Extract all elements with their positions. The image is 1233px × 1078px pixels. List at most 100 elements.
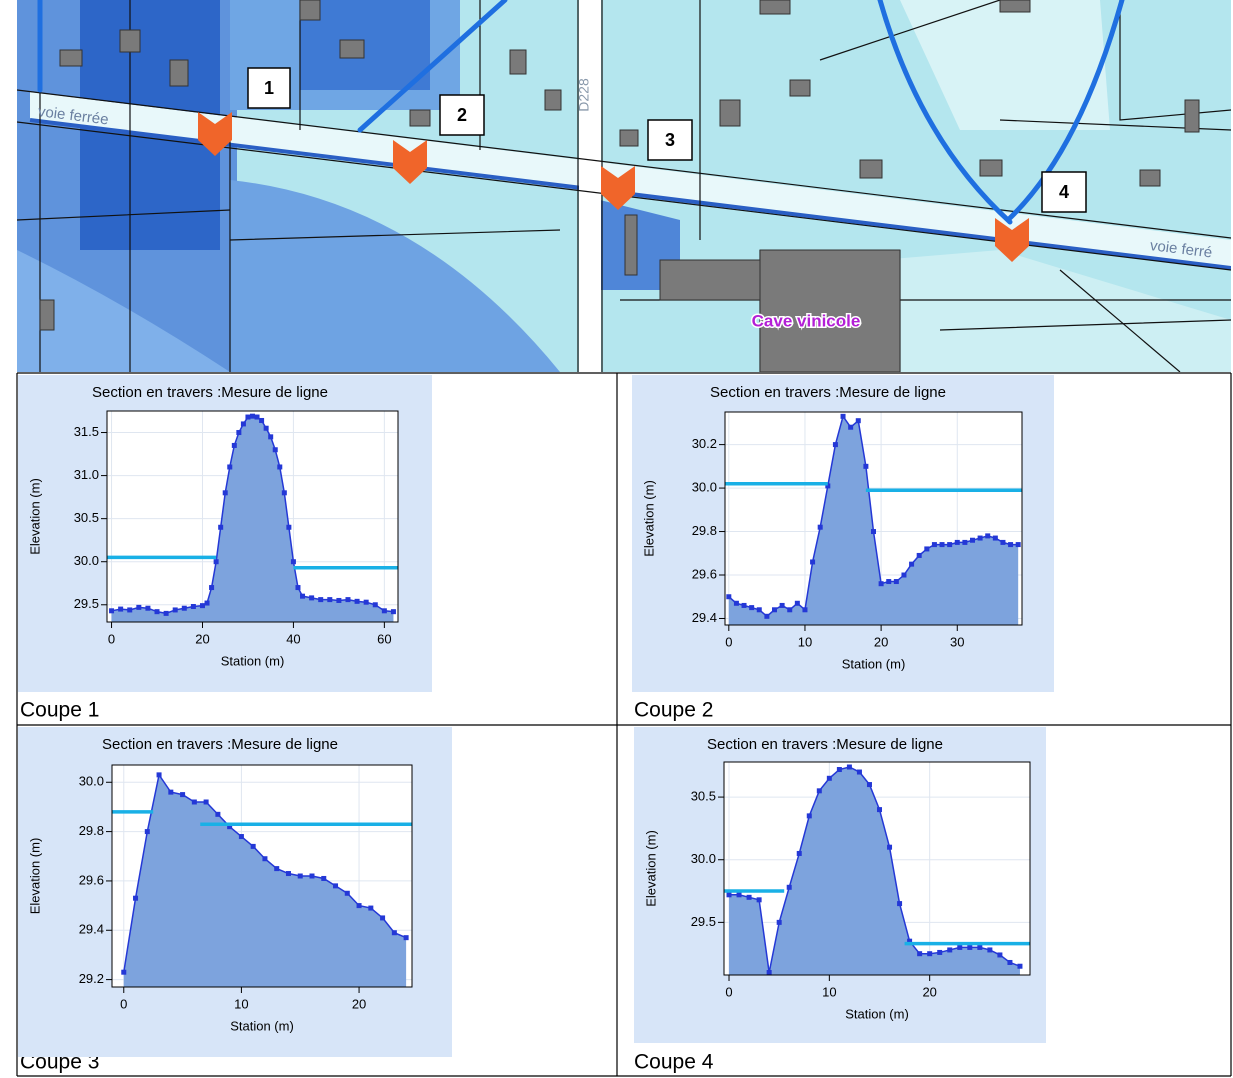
x-tick-label: 10 (822, 984, 836, 999)
point (227, 464, 232, 469)
point (970, 538, 975, 543)
y-tick-label: 29.6 (79, 872, 104, 887)
point (909, 562, 914, 567)
y-tick-label: 29.5 (74, 596, 99, 611)
point (355, 599, 360, 604)
point (924, 546, 929, 551)
chart: Section en travers :Mesure de ligneStati… (18, 375, 432, 692)
point (841, 414, 846, 419)
x-tick-label: 10 (798, 634, 812, 649)
point (336, 598, 341, 603)
point (333, 883, 338, 888)
x-tick-label: 10 (234, 996, 248, 1011)
point (897, 901, 902, 906)
chart-title: Section en travers :Mesure de ligne (102, 736, 338, 753)
point (879, 581, 884, 586)
caption: Coupe 2 (634, 699, 713, 722)
y-axis-label: Elevation (m) (643, 830, 658, 907)
point (772, 607, 777, 612)
x-tick-label: 40 (286, 631, 300, 646)
point (373, 602, 378, 607)
point (1000, 540, 1005, 545)
point (802, 607, 807, 612)
point (901, 573, 906, 578)
point (205, 601, 210, 606)
point (298, 874, 303, 879)
marker-label: 1 (264, 78, 274, 98)
point (947, 947, 952, 952)
y-tick-label: 29.5 (691, 914, 716, 929)
x-axis-label: Station (m) (842, 656, 906, 671)
point (262, 856, 267, 861)
point (857, 770, 862, 775)
point (927, 951, 932, 956)
point (767, 970, 772, 975)
point (236, 430, 241, 435)
x-tick-label: 0 (725, 984, 732, 999)
point (940, 542, 945, 547)
point (737, 892, 742, 897)
point (780, 603, 785, 608)
point (192, 800, 197, 805)
point (173, 607, 178, 612)
point (109, 608, 114, 613)
point (749, 605, 754, 610)
point (886, 579, 891, 584)
x-tick-label: 0 (120, 996, 127, 1011)
point (917, 553, 922, 558)
point (309, 595, 314, 600)
point (368, 906, 373, 911)
x-axis-label: Station (m) (221, 653, 285, 668)
point (955, 540, 960, 545)
point (997, 952, 1002, 957)
point (327, 597, 332, 602)
caption: Coupe 4 (634, 1051, 714, 1074)
point (380, 915, 385, 920)
point (867, 782, 872, 787)
point (777, 920, 782, 925)
point (917, 951, 922, 956)
point (947, 542, 952, 547)
point (887, 845, 892, 850)
point (817, 788, 822, 793)
point (863, 464, 868, 469)
point (133, 896, 138, 901)
point (286, 525, 291, 530)
point (245, 415, 250, 420)
point (268, 434, 273, 439)
point (726, 594, 731, 599)
point (856, 418, 861, 423)
point (1007, 960, 1012, 965)
point (757, 897, 762, 902)
point (757, 607, 762, 612)
point (214, 559, 219, 564)
point (364, 600, 369, 605)
point (833, 442, 838, 447)
marker-label: 3 (665, 130, 675, 150)
point (255, 415, 260, 420)
point (251, 844, 256, 849)
point (282, 490, 287, 495)
point (250, 414, 255, 419)
point (232, 443, 237, 448)
point (871, 529, 876, 534)
y-tick-label: 29.8 (79, 823, 104, 838)
marker-label: 2 (457, 105, 467, 125)
point (742, 603, 747, 608)
point (962, 540, 967, 545)
point (764, 614, 769, 619)
point (145, 829, 150, 834)
point (239, 834, 244, 839)
x-tick-label: 20 (874, 634, 888, 649)
point (310, 874, 315, 879)
x-tick-label: 60 (377, 631, 391, 646)
point (837, 767, 842, 772)
point (797, 851, 802, 856)
caption: Coupe 1 (20, 699, 99, 722)
point (978, 536, 983, 541)
x-tick-label: 20 (922, 984, 936, 999)
point (810, 559, 815, 564)
y-tick-label: 29.2 (79, 971, 104, 986)
point (727, 892, 732, 897)
point (977, 945, 982, 950)
